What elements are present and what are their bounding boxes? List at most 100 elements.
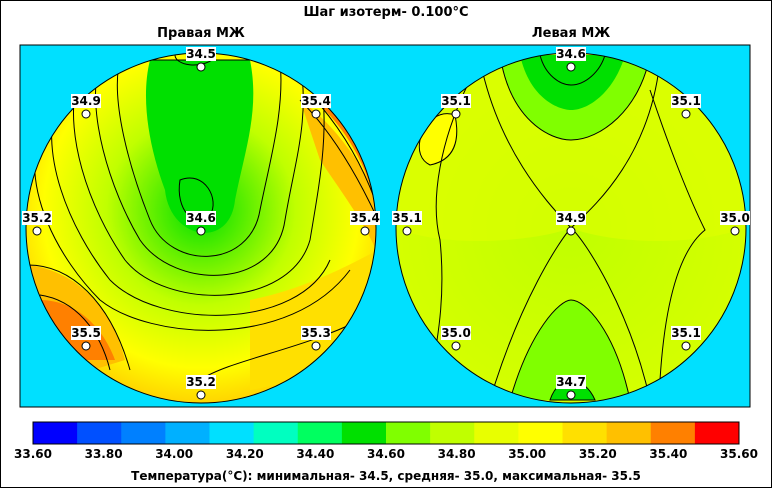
colorbar-tick-label: 33.80 <box>85 447 123 461</box>
point-label-bg <box>671 326 701 340</box>
measurement-point: 34.6 <box>186 211 216 236</box>
point-value-label: 35.2 <box>186 375 216 389</box>
point-marker <box>81 341 91 351</box>
colorbar-tick-label: 34.00 <box>155 447 193 461</box>
colorbar-swatch <box>341 422 387 444</box>
point-label-bg <box>186 375 216 389</box>
measurement-point: 34.5 <box>186 47 216 72</box>
point-marker <box>566 390 576 400</box>
point-marker <box>311 109 321 119</box>
colorbar-swatch <box>386 422 431 444</box>
point-marker <box>311 341 321 351</box>
colorbar-swatch <box>606 422 652 444</box>
point-marker <box>196 226 206 236</box>
measurement-point: 35.1 <box>671 94 701 119</box>
colorbar-tick-label: 35.20 <box>579 447 617 461</box>
measurement-point: 35.0 <box>441 326 471 351</box>
point-marker <box>402 226 412 236</box>
panel-title-right: Правая МЖ <box>157 26 245 41</box>
colorbar-swatch <box>518 422 563 444</box>
measurement-points: 34.5 34.9 35.4 35.2 34.6 35.4 35.5 35.3 35.2 34.6… <box>22 47 750 400</box>
colorbar-tick-label: 35.60 <box>720 447 758 461</box>
measurement-point: 35.4 <box>350 211 380 236</box>
point-value-label: 35.1 <box>441 94 471 108</box>
point-value-label: 34.5 <box>186 47 216 61</box>
point-marker <box>81 109 91 119</box>
measurement-point: 34.9 <box>556 211 586 236</box>
point-value-label: 34.7 <box>556 375 586 389</box>
colorbar-tick-label: 34.20 <box>226 447 264 461</box>
stats-footer: Температура(°C): минимальная- 34.5, сред… <box>131 469 641 483</box>
point-marker <box>451 341 461 351</box>
point-value-label: 35.5 <box>71 326 101 340</box>
chart-title: Шаг изотерм- 0.100°C <box>303 5 468 20</box>
point-marker <box>681 109 691 119</box>
colorbar-ticks: 33.60 33.80 34.00 34.20 34.40 34.60 34.80 35.00… <box>14 447 758 461</box>
colorbar-tick-label: 34.80 <box>438 447 476 461</box>
measurement-point: 34.6 <box>556 47 586 72</box>
point-value-label: 35.2 <box>22 211 52 225</box>
panel-title-left: Левая МЖ <box>532 26 610 41</box>
point-label-bg <box>392 211 422 225</box>
point-marker <box>566 62 576 72</box>
point-label-bg <box>22 211 52 225</box>
colorbar-swatch <box>694 422 740 444</box>
point-label-bg <box>556 375 586 389</box>
colorbar-swatch <box>77 422 122 444</box>
point-marker <box>32 226 42 236</box>
point-label-bg <box>441 326 471 340</box>
point-marker <box>196 390 206 400</box>
measurement-point: 35.4 <box>301 94 331 119</box>
point-value-label: 35.0 <box>720 211 750 225</box>
colorbar-tick-label: 33.60 <box>14 447 52 461</box>
colorbar-swatch <box>297 422 343 444</box>
colorbar-tick-label: 34.40 <box>296 447 334 461</box>
point-label-bg <box>71 326 101 340</box>
measurement-point: 35.2 <box>186 375 216 400</box>
point-label-bg <box>720 211 750 225</box>
measurement-point: 35.1 <box>441 94 471 119</box>
point-marker <box>681 341 691 351</box>
measurement-point: 35.1 <box>392 211 422 236</box>
point-label-bg <box>441 94 471 108</box>
point-marker <box>730 226 740 236</box>
colorbar-swatch <box>562 422 608 444</box>
colorbar-swatch <box>33 422 78 444</box>
colorbar-border <box>32 421 740 445</box>
point-label-bg <box>71 94 101 108</box>
colorbar-swatch <box>209 422 255 444</box>
point-label-bg <box>556 47 586 61</box>
point-value-label: 34.6 <box>556 47 586 61</box>
point-label-bg <box>186 211 216 225</box>
point-value-label: 34.6 <box>186 211 216 225</box>
point-value-label: 35.1 <box>392 211 422 225</box>
point-value-label: 35.0 <box>441 326 471 340</box>
point-label-bg <box>301 94 331 108</box>
measurement-point: 34.9 <box>71 94 101 119</box>
colorbar-swatch <box>165 422 210 444</box>
point-marker <box>566 226 576 236</box>
point-label-bg <box>671 94 701 108</box>
point-value-label: 35.4 <box>301 94 331 108</box>
colorbar-tick-label: 34.60 <box>367 447 405 461</box>
colorbar-swatch <box>430 422 475 444</box>
point-marker <box>451 109 461 119</box>
measurement-point: 35.0 <box>720 211 750 236</box>
point-label-bg <box>301 326 331 340</box>
point-label-bg <box>350 211 380 225</box>
point-value-label: 35.3 <box>301 326 331 340</box>
point-label-bg <box>556 211 586 225</box>
measurement-point: 34.7 <box>556 375 586 400</box>
measurement-point: 35.3 <box>301 326 331 351</box>
colorbar-swatch <box>474 422 519 444</box>
point-label-bg <box>186 47 216 61</box>
colorbar-tick-label: 35.00 <box>508 447 546 461</box>
colorbar-swatch <box>121 422 166 444</box>
colorbar <box>32 421 740 445</box>
point-value-label: 35.4 <box>350 211 380 225</box>
colorbar-swatch <box>253 422 299 444</box>
measurement-point: 35.2 <box>22 211 52 236</box>
point-marker <box>196 62 206 72</box>
colorbar-tick-label: 35.40 <box>649 447 687 461</box>
